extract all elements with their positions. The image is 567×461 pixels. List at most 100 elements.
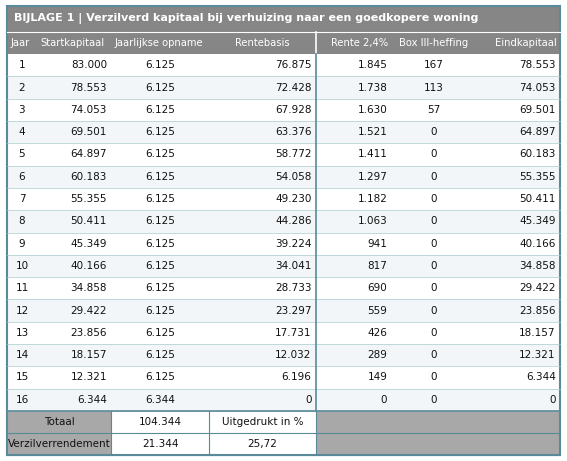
Text: 0: 0 [430, 261, 437, 271]
Bar [7, 99, 560, 121]
Text: 0: 0 [305, 395, 311, 405]
Text: 3: 3 [19, 105, 26, 115]
Text: 113: 113 [424, 83, 444, 93]
Text: 1.630: 1.630 [357, 105, 387, 115]
Text: 78.553: 78.553 [70, 83, 107, 93]
Text: 17.731: 17.731 [275, 328, 311, 338]
Bar [7, 389, 560, 411]
Text: 0: 0 [430, 395, 437, 405]
Text: 60.183: 60.183 [519, 149, 556, 160]
Text: 0: 0 [430, 194, 437, 204]
Bar [7, 121, 560, 143]
Bar [7, 165, 560, 188]
Text: Uitgedrukt in %: Uitgedrukt in % [222, 417, 303, 427]
Text: 63.376: 63.376 [275, 127, 311, 137]
Text: 6.125: 6.125 [145, 194, 175, 204]
Text: 6.125: 6.125 [145, 350, 175, 360]
Text: 104.344: 104.344 [138, 417, 181, 427]
Text: 57: 57 [427, 105, 441, 115]
Text: 1.411: 1.411 [357, 149, 387, 160]
Text: 6.125: 6.125 [145, 149, 175, 160]
Text: 1.182: 1.182 [357, 194, 387, 204]
Text: 50.411: 50.411 [519, 194, 556, 204]
Bar [7, 210, 560, 232]
Text: 289: 289 [367, 350, 387, 360]
Bar [7, 433, 112, 455]
Text: 40.166: 40.166 [519, 239, 556, 248]
Text: 25,72: 25,72 [248, 439, 277, 449]
Text: 6.196: 6.196 [282, 372, 311, 383]
Text: 690: 690 [367, 283, 387, 293]
Text: 0: 0 [430, 172, 437, 182]
Text: 16: 16 [15, 395, 28, 405]
Text: 10: 10 [15, 261, 28, 271]
Text: 29.422: 29.422 [519, 283, 556, 293]
Text: 34.858: 34.858 [519, 261, 556, 271]
Text: 23.856: 23.856 [519, 306, 556, 316]
Bar [7, 6, 560, 32]
Text: 39.224: 39.224 [275, 239, 311, 248]
Text: 6.344: 6.344 [526, 372, 556, 383]
Text: 149: 149 [367, 372, 387, 383]
Text: Rente 2,4%: Rente 2,4% [331, 38, 388, 48]
Text: 6.125: 6.125 [145, 83, 175, 93]
Text: 559: 559 [367, 306, 387, 316]
Text: Jaarlijkse opname: Jaarlijkse opname [115, 38, 204, 48]
Text: 6.125: 6.125 [145, 172, 175, 182]
Text: 6.125: 6.125 [145, 239, 175, 248]
Text: 0: 0 [430, 372, 437, 383]
Bar [7, 77, 560, 99]
Text: 23.297: 23.297 [275, 306, 311, 316]
Text: 426: 426 [367, 328, 387, 338]
Text: Totaal: Totaal [44, 417, 74, 427]
Text: 0: 0 [430, 283, 437, 293]
Text: 74.053: 74.053 [519, 83, 556, 93]
Text: 29.422: 29.422 [70, 306, 107, 316]
Text: 64.897: 64.897 [519, 127, 556, 137]
Text: 74.053: 74.053 [70, 105, 107, 115]
Text: 0: 0 [430, 149, 437, 160]
Text: 6.125: 6.125 [145, 216, 175, 226]
Text: 83.000: 83.000 [71, 60, 107, 71]
Text: Verzilverrendement: Verzilverrendement [8, 439, 111, 449]
Bar [7, 344, 560, 366]
Bar [316, 433, 560, 455]
Text: 60.183: 60.183 [70, 172, 107, 182]
Text: 6.125: 6.125 [145, 261, 175, 271]
Text: 11: 11 [15, 283, 28, 293]
Text: 12.321: 12.321 [70, 372, 107, 383]
Text: 28.733: 28.733 [275, 283, 311, 293]
Text: 817: 817 [367, 261, 387, 271]
Bar [7, 366, 560, 389]
Text: 1.738: 1.738 [357, 83, 387, 93]
Text: 23.856: 23.856 [70, 328, 107, 338]
Text: 0: 0 [430, 216, 437, 226]
Text: 55.355: 55.355 [70, 194, 107, 204]
Bar [7, 255, 560, 277]
Text: 2: 2 [19, 83, 26, 93]
Text: 67.928: 67.928 [275, 105, 311, 115]
Text: 45.349: 45.349 [70, 239, 107, 248]
Bar [112, 433, 209, 455]
Text: 0: 0 [430, 306, 437, 316]
Text: 78.553: 78.553 [519, 60, 556, 71]
Text: 0: 0 [549, 395, 556, 405]
Text: 6.125: 6.125 [145, 328, 175, 338]
Text: Box III-heffing: Box III-heffing [399, 38, 468, 48]
Text: 6.344: 6.344 [145, 395, 175, 405]
Text: 50.411: 50.411 [70, 216, 107, 226]
Text: 69.501: 69.501 [519, 105, 556, 115]
Text: 167: 167 [424, 60, 444, 71]
Text: Jaar: Jaar [10, 38, 29, 48]
Bar [316, 411, 560, 433]
Text: 18.157: 18.157 [70, 350, 107, 360]
Text: 6.125: 6.125 [145, 372, 175, 383]
Text: 58.772: 58.772 [275, 149, 311, 160]
Text: 0: 0 [430, 239, 437, 248]
Text: 8: 8 [19, 216, 26, 226]
Text: 69.501: 69.501 [70, 127, 107, 137]
Text: 1.063: 1.063 [357, 216, 387, 226]
Text: 44.286: 44.286 [275, 216, 311, 226]
Text: Rentebasis: Rentebasis [235, 38, 290, 48]
Text: 6.344: 6.344 [77, 395, 107, 405]
